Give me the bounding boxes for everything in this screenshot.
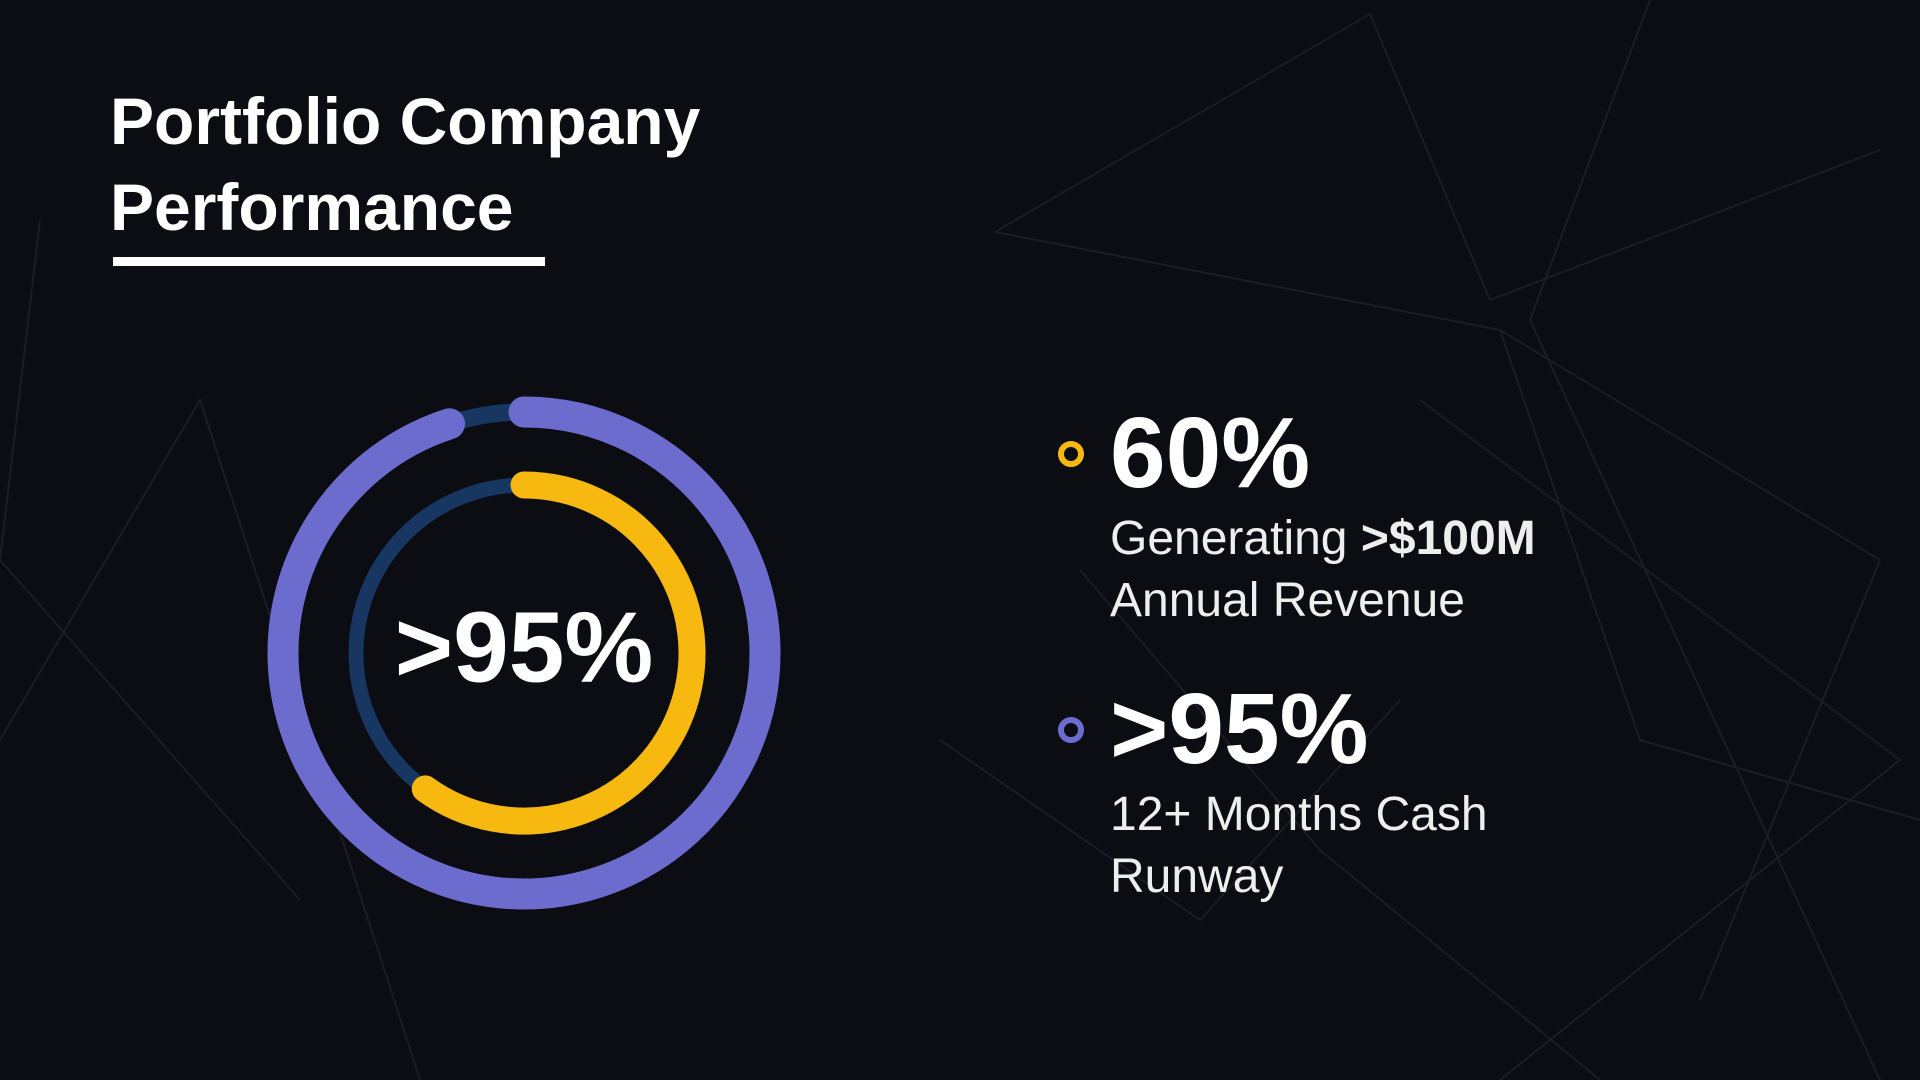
title-underline	[113, 257, 545, 266]
legend-text: 12+ Months Cash Runway	[1110, 788, 1488, 903]
legend-dot	[1058, 441, 1084, 467]
ring-arc	[267, 396, 781, 910]
legend-description: Generating >$100M Annual Revenue	[1110, 508, 1630, 632]
legend-description: 12+ Months Cash Runway	[1110, 784, 1630, 908]
center-label: >95%	[395, 591, 654, 703]
legend-text: Generating	[1110, 512, 1348, 565]
legend-dot	[1058, 717, 1084, 743]
legend-item: 60% Generating >$100M Annual Revenue	[1058, 398, 1678, 632]
legend: 60% Generating >$100M Annual Revenue >95% 1…	[1058, 398, 1678, 950]
ring-arc	[411, 471, 706, 835]
legend-text: Annual Revenue	[1110, 574, 1465, 627]
legend-text: >$100M	[1360, 512, 1536, 565]
legend-value: 60%	[1110, 397, 1311, 509]
legend-item: >95% 12+ Months Cash Runway	[1058, 674, 1678, 908]
slide-title: Portfolio Company Performance	[110, 84, 701, 244]
legend-value: >95%	[1110, 673, 1369, 785]
